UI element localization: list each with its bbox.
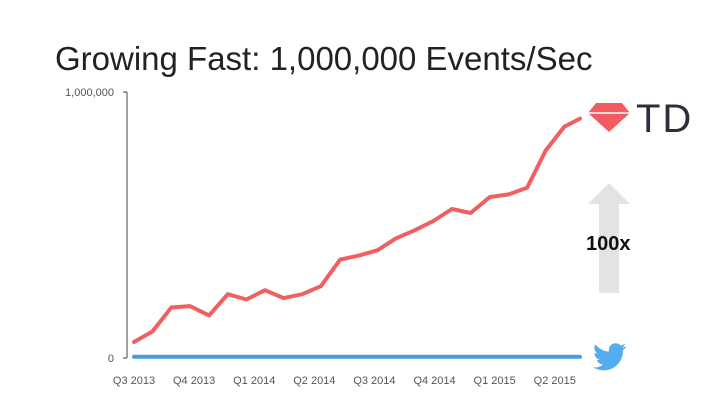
y-tick-label: 1,000,000 xyxy=(65,87,114,99)
ruby-gem-icon xyxy=(588,103,630,132)
chart-title: Growing Fast: 1,000,000 Events/Sec xyxy=(55,40,593,77)
td-logo: TD xyxy=(588,97,693,141)
x-tick-label: Q4 2014 xyxy=(413,375,455,387)
x-tick-label: Q2 2015 xyxy=(534,375,576,387)
x-tick-label: Q3 2014 xyxy=(353,375,395,387)
x-tick-label: Q3 2013 xyxy=(113,375,155,387)
chart-series xyxy=(132,116,582,359)
x-tick-label: Q4 2013 xyxy=(173,375,215,387)
chart-axes: 0 1,000,000 xyxy=(65,87,128,365)
x-tick-label: Q1 2014 xyxy=(233,375,275,387)
multiplier-label: 100x xyxy=(586,233,631,255)
y-tick-label: 0 xyxy=(108,353,114,365)
x-tick-label: Q1 2015 xyxy=(474,375,516,387)
arrow-up-icon xyxy=(588,183,630,293)
x-tick-label: Q2 2014 xyxy=(293,375,335,387)
twitter-bird-icon xyxy=(593,343,627,371)
td-series-line xyxy=(132,116,582,344)
chart-ticks: Q3 2013 Q4 2013 Q1 2014 Q2 2014 Q3 2014 Q4 20… xyxy=(113,375,576,387)
td-logo-text: TD xyxy=(636,97,693,141)
